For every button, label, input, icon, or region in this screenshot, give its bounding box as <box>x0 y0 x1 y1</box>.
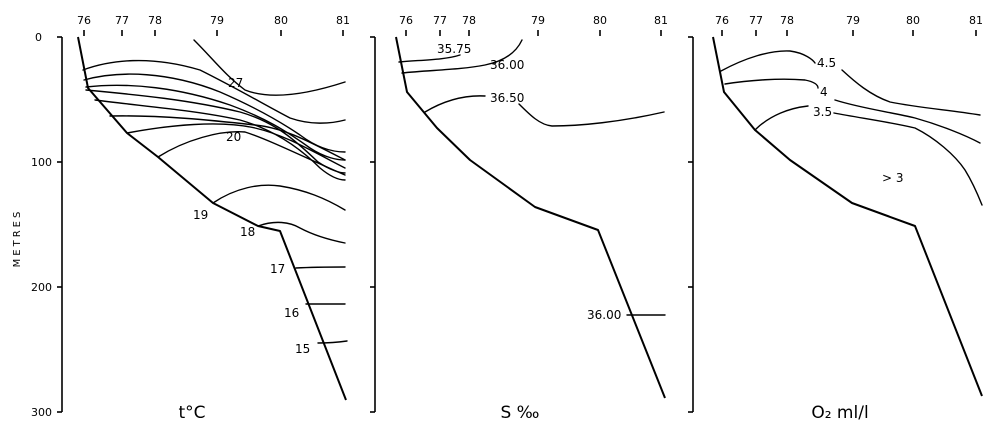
isotherm-17 <box>295 266 346 269</box>
temperature-x-tick-label-81: 81 <box>336 14 350 27</box>
oxygen-label-3-5: 3.5 <box>813 105 832 119</box>
temperature-x-tick-label-76: 76 <box>77 14 91 27</box>
temperature-label-18: 18 <box>240 225 255 239</box>
y-tick-label-200: 200 <box>31 281 52 294</box>
isotherm-shallow-5 <box>94 99 346 181</box>
isotherm-20-lower <box>157 131 346 176</box>
temperature-x-tick-label-78: 78 <box>148 14 162 27</box>
temperature-panel: 0 100 200 300 76 77 78 79 80 81 <box>31 14 350 423</box>
oxycline-4-5 <box>720 50 981 116</box>
temperature-x-tick-label-79: 79 <box>210 14 224 27</box>
oxygen-x-tick-label-77: 77 <box>749 14 763 27</box>
isotherm-shallow-1 <box>82 59 346 124</box>
y-tick-label-100: 100 <box>31 156 52 169</box>
oxygen-x-tick-label-76: 76 <box>715 14 729 27</box>
y-tick-label-0: 0 <box>35 31 42 44</box>
salinity-x-tick-label-81: 81 <box>654 14 668 27</box>
oxygen-label-4-5: 4.5 <box>817 56 836 70</box>
oxygen-x-tick-label-81: 81 <box>969 14 983 27</box>
temperature-label-19: 19 <box>193 208 208 222</box>
isotherm-18 <box>257 221 346 244</box>
salinity-x-tick-label-80: 80 <box>593 14 607 27</box>
y-tick-label-300: 300 <box>31 406 52 419</box>
oxycline-3-5 <box>754 105 983 206</box>
temperature-x-tick-label-80: 80 <box>274 14 288 27</box>
temperature-label-20: 20 <box>226 130 241 144</box>
oxygen-x-tick-label-78: 78 <box>780 14 794 27</box>
oxygen-caption: O₂ ml/l <box>811 403 868 423</box>
salinity-x-tick-label-79: 79 <box>531 14 545 27</box>
temperature-label-15: 15 <box>295 342 310 356</box>
y-axis-title: METRES <box>12 209 23 268</box>
salinity-caption: S ‰ <box>500 403 539 423</box>
isotherm-15 <box>317 340 348 344</box>
salinity-label-36-50: 36.50 <box>490 91 524 105</box>
salinity-label-35-75: 35.75 <box>437 42 471 56</box>
salinity-label-36-00-upper: 36.00 <box>490 58 524 72</box>
isotherm-20 <box>126 123 346 169</box>
isohaline-36-00-upper <box>401 39 523 74</box>
salinity-x-tick-label-76: 76 <box>399 14 413 27</box>
oxygen-x-tick-label-80: 80 <box>906 14 920 27</box>
isotherm-19 <box>212 184 346 211</box>
isotherm-shallow-3 <box>85 84 346 161</box>
oxygen-label-gt-3: > 3 <box>882 171 904 185</box>
salinity-bottom-profile <box>395 36 666 399</box>
oxygen-label-4: 4 <box>820 85 828 99</box>
temperature-bottom-profile <box>77 36 347 401</box>
salinity-label-36-00-lower: 36.00 <box>587 308 621 322</box>
isohaline-36-50 <box>424 95 665 127</box>
oxygen-bottom-profile <box>712 36 983 397</box>
temperature-x-tick-label-77: 77 <box>115 14 129 27</box>
salinity-x-tick-label-78: 78 <box>462 14 476 27</box>
oxygen-x-tick-label-79: 79 <box>846 14 860 27</box>
temperature-label-16: 16 <box>284 306 299 320</box>
salinity-panel: 76 77 78 79 80 81 35.75 36.00 36.50 36.0… <box>370 14 668 423</box>
oxygen-panel: 76 77 78 79 80 81 4.5 4 3.5 > 3 O₂ ml/l <box>688 14 983 423</box>
temperature-label-27: 27 <box>228 76 243 90</box>
temperature-caption: t°C <box>178 403 205 423</box>
temperature-label-17: 17 <box>270 262 285 276</box>
oxycline-4 <box>724 78 981 144</box>
isohaline-35-75 <box>398 54 461 63</box>
salinity-x-tick-label-77: 77 <box>433 14 447 27</box>
isotherm-27 <box>193 39 346 96</box>
isotherm-shallow-6 <box>109 115 346 161</box>
